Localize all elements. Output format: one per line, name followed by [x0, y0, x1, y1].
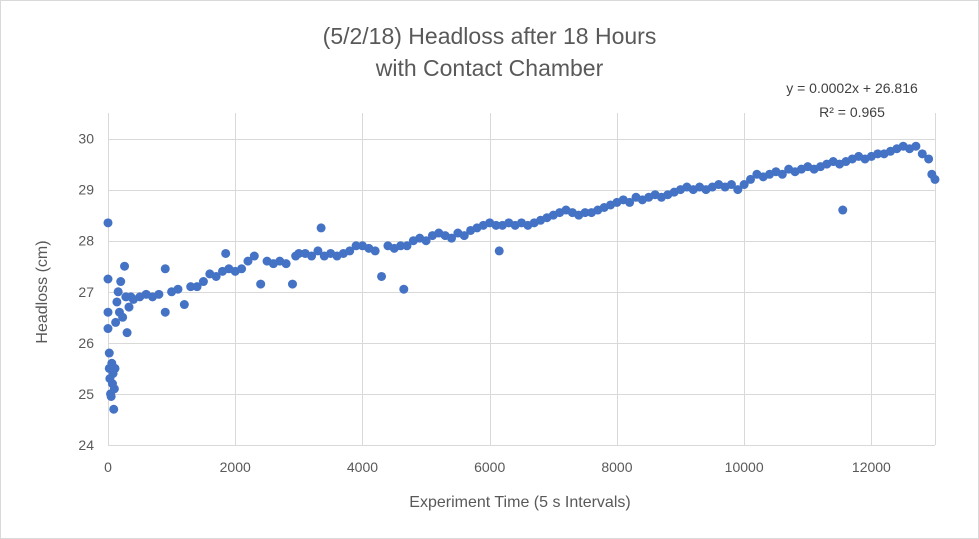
data-point	[112, 297, 122, 307]
x-tick-label: 2000	[220, 459, 251, 475]
data-point	[930, 174, 940, 184]
data-point	[580, 208, 590, 218]
data-point	[211, 271, 221, 281]
data-point	[243, 256, 253, 266]
data-point	[396, 241, 406, 251]
data-point	[726, 180, 736, 190]
data-point	[103, 274, 113, 284]
data-point	[106, 391, 116, 401]
data-point	[911, 141, 921, 151]
data-point	[120, 261, 130, 271]
y-tick-label: 25	[78, 386, 94, 402]
tick-labels: 0 2000 4000 6000 8000 10000 12000 24 25 26 27 28 29 3…	[78, 131, 891, 475]
trendline-equation: y = 0.0002x + 26.816	[786, 80, 918, 96]
x-axis-title: Experiment Time (5 s Intervals)	[409, 494, 630, 511]
data-point	[104, 348, 114, 358]
y-tick-label: 29	[78, 182, 94, 198]
y-tick-label: 24	[78, 437, 94, 453]
gridlines	[108, 113, 936, 446]
data-point	[491, 220, 501, 230]
data-point	[494, 246, 504, 256]
chart-title-line-1: (5/2/18) Headloss after 18 Hours	[322, 23, 657, 49]
data-point	[160, 307, 170, 317]
data-point	[345, 246, 355, 256]
data-point	[625, 197, 635, 207]
data-point	[746, 174, 756, 184]
data-point	[192, 282, 202, 292]
y-tick-label: 28	[78, 233, 94, 249]
data-point	[447, 233, 457, 243]
data-point	[109, 404, 119, 414]
data-point	[173, 284, 183, 294]
x-tick-label: 6000	[474, 459, 505, 475]
chart-title: (5/2/18) Headloss after 18 Hours with Co…	[0, 20, 979, 84]
data-point	[313, 246, 323, 256]
data-point	[124, 302, 134, 312]
y-axis-title: Headloss (cm)	[34, 240, 51, 343]
data-point	[249, 251, 259, 261]
data-point	[154, 289, 164, 299]
trendline-r-squared: R² = 0.965	[819, 104, 885, 120]
data-point	[237, 264, 247, 274]
data-point	[160, 264, 170, 274]
y-tick-label: 27	[78, 284, 94, 300]
data-point	[739, 180, 749, 190]
data-point	[113, 287, 123, 297]
data-point	[370, 246, 380, 256]
chart-title-line-2: with Contact Chamber	[375, 55, 604, 81]
data-point	[103, 307, 113, 317]
data-point	[421, 236, 431, 246]
x-tick-label: 12000	[852, 459, 891, 475]
data-points	[103, 141, 940, 414]
data-point	[733, 185, 743, 195]
data-point	[917, 149, 927, 159]
y-tick-label: 30	[78, 131, 94, 147]
y-tick-label: 26	[78, 335, 94, 351]
data-point	[221, 248, 231, 258]
data-point	[294, 248, 304, 258]
data-point	[109, 384, 119, 394]
data-point	[186, 282, 196, 292]
x-tick-label: 0	[104, 459, 112, 475]
x-tick-label: 10000	[725, 459, 764, 475]
data-point	[307, 251, 317, 261]
data-point	[122, 328, 132, 338]
data-point	[118, 312, 128, 322]
x-tick-label: 8000	[601, 459, 632, 475]
data-point	[777, 169, 787, 179]
data-point	[281, 259, 291, 269]
data-point	[256, 279, 266, 289]
data-point	[116, 277, 126, 287]
data-point	[402, 241, 412, 251]
data-point	[103, 324, 113, 334]
data-point	[287, 279, 297, 289]
data-point	[399, 284, 409, 294]
x-tick-label: 4000	[347, 459, 378, 475]
data-point	[377, 271, 387, 281]
data-point	[198, 277, 208, 287]
data-point	[873, 149, 883, 159]
data-point	[838, 205, 848, 215]
data-point	[110, 363, 120, 373]
data-point	[924, 154, 934, 164]
data-point	[179, 300, 189, 310]
data-point	[459, 231, 469, 241]
data-point	[351, 241, 361, 251]
data-point	[111, 317, 121, 327]
data-point	[103, 218, 113, 228]
data-point	[316, 223, 326, 233]
